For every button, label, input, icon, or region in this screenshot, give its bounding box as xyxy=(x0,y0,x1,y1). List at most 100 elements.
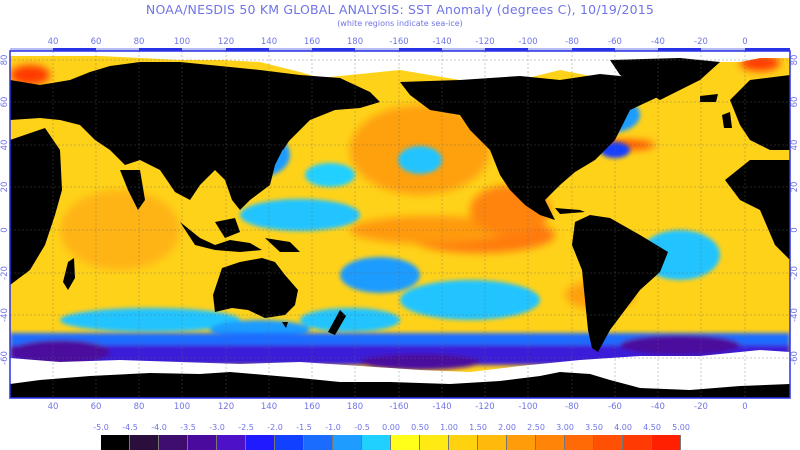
colorbar-tick: -2.0 xyxy=(267,423,283,432)
bottom-longitude-labels: 40 60 80 100 120 140 160 180 -160 -140 -… xyxy=(0,402,800,414)
colorbar-swatch xyxy=(333,435,362,450)
uk-landmass xyxy=(722,112,732,128)
lon-tick: 80 xyxy=(133,402,145,412)
new-zealand-landmass xyxy=(328,310,346,335)
colorbar-tick: 5.00 xyxy=(672,423,690,432)
lon-tick: 0 xyxy=(742,402,748,412)
colorbar-tick: 3.00 xyxy=(556,423,574,432)
colorbar-tick: 4.00 xyxy=(614,423,632,432)
lat-tick: -20 xyxy=(0,266,10,280)
madagascar-landmass xyxy=(63,258,75,290)
lat-tick: -40 xyxy=(0,308,10,322)
lat-tick: 40 xyxy=(790,139,800,151)
colorbar-swatch xyxy=(101,435,130,450)
colorbar-tick: 2.00 xyxy=(498,423,516,432)
lon-tick: 100 xyxy=(173,402,191,412)
colorbar-tick: -3.5 xyxy=(180,423,196,432)
lat-tick: 60 xyxy=(790,96,800,108)
lon-tick: -80 xyxy=(565,37,579,47)
lat-tick: -20 xyxy=(790,266,800,280)
map-frame xyxy=(9,50,791,399)
lon-tick: -40 xyxy=(651,37,665,47)
lon-tick: -100 xyxy=(518,37,538,47)
lon-tick: -120 xyxy=(475,402,495,412)
colorbar-tick: -0.5 xyxy=(354,423,370,432)
colorbar-tick: -4.0 xyxy=(151,423,167,432)
colorbar-swatch xyxy=(217,435,246,450)
colorbar-swatch xyxy=(275,435,304,450)
lon-tick: 160 xyxy=(303,402,321,412)
lon-tick: 100 xyxy=(173,37,191,47)
lat-tick: 40 xyxy=(0,139,10,151)
map-subtitle: (white regions indicate sea-ice) xyxy=(337,19,463,28)
japan-landmass xyxy=(278,100,300,150)
colorbar-swatch xyxy=(536,435,565,450)
lon-tick: 60 xyxy=(90,402,102,412)
lat-tick: 0 xyxy=(790,227,800,233)
lon-tick: 140 xyxy=(260,37,278,47)
borneo-landmass xyxy=(215,218,240,238)
colorbar-swatch xyxy=(623,435,652,450)
south-america-landmass xyxy=(572,215,668,352)
west-africa-landmass xyxy=(725,160,790,260)
colorbar-tick: -1.5 xyxy=(296,423,312,432)
colorbar-tick: -1.0 xyxy=(325,423,341,432)
arctic-sea-ice xyxy=(10,51,790,80)
colorbar-tick: 0.50 xyxy=(411,423,429,432)
colorbar-swatch xyxy=(188,435,217,450)
colorbar-swatch xyxy=(246,435,275,450)
colorbar-tick: -4.5 xyxy=(122,423,138,432)
colorbar-tick: 2.50 xyxy=(527,423,545,432)
colorbar-swatch xyxy=(420,435,449,450)
lon-tick: -40 xyxy=(651,402,665,412)
top-longitude-labels: 40 60 80 100 120 140 160 180 -160 -140 -… xyxy=(0,37,800,49)
colorbar-tick: 1.50 xyxy=(469,423,487,432)
lat-tick: 20 xyxy=(790,181,800,193)
lat-tick: 0 xyxy=(0,227,10,233)
lon-tick: 40 xyxy=(47,402,59,412)
lat-tick: 20 xyxy=(0,181,10,193)
indonesia-islands xyxy=(180,222,262,252)
lon-tick: 180 xyxy=(346,37,364,47)
colorbar-tick: -5.0 xyxy=(93,423,109,432)
lon-tick: -140 xyxy=(432,37,452,47)
map-body xyxy=(10,51,790,398)
colorbar-swatch xyxy=(159,435,188,450)
lon-tick: 120 xyxy=(217,402,235,412)
lon-tick: -100 xyxy=(518,402,538,412)
colorbar-swatch xyxy=(362,435,391,450)
colorbar-tick: 4.50 xyxy=(643,423,661,432)
colorbar-swatch xyxy=(507,435,536,450)
colorbar-tick: -2.5 xyxy=(238,423,254,432)
lat-tick: 60 xyxy=(0,96,10,108)
lon-tick: 160 xyxy=(303,37,321,47)
lon-tick: 180 xyxy=(346,402,364,412)
map-title: NOAA/NESDIS 50 KM GLOBAL ANALYSIS: SST A… xyxy=(145,2,655,17)
lat-tick: -60 xyxy=(0,351,10,365)
greenland-landmass xyxy=(610,58,720,100)
lat-tick: -40 xyxy=(790,308,800,322)
lon-tick: -120 xyxy=(475,37,495,47)
colorbar xyxy=(101,435,681,450)
graticule xyxy=(10,51,790,398)
colorbar-swatch xyxy=(565,435,594,450)
colorbar-swatch xyxy=(304,435,333,450)
lon-tick: 80 xyxy=(133,37,145,47)
colorbar-swatch xyxy=(130,435,159,450)
lon-tick: -20 xyxy=(694,402,708,412)
top-axis-bar xyxy=(10,48,790,51)
lon-tick: -60 xyxy=(608,402,622,412)
colorbar-swatch xyxy=(652,435,681,450)
lat-tick: 80 xyxy=(0,54,10,66)
tasmania-landmass xyxy=(282,322,288,328)
lat-tick: -60 xyxy=(790,351,800,365)
lon-tick: 120 xyxy=(217,37,235,47)
lon-tick: -80 xyxy=(565,402,579,412)
lon-tick: 140 xyxy=(260,402,278,412)
antarctica-landmass xyxy=(10,372,790,398)
colorbar-swatch xyxy=(594,435,623,450)
colorbar-tick: 0.00 xyxy=(382,423,400,432)
lon-tick: 0 xyxy=(742,37,748,47)
colorbar-swatch xyxy=(449,435,478,450)
